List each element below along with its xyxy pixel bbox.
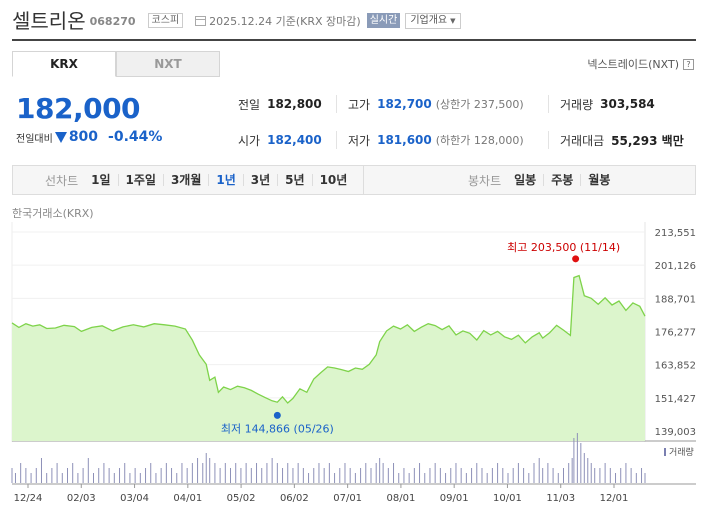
company-overview-button[interactable]: 기업개요 ▼: [405, 12, 461, 29]
x-tick-label: 05/02: [227, 493, 256, 504]
prev-close-value: 182,800: [267, 97, 322, 111]
price-line: [11, 274, 646, 404]
low-value: 181,600: [377, 133, 432, 147]
x-tick-label: 09/01: [440, 493, 469, 504]
y-tick-label: 188,701: [655, 294, 696, 305]
y-tick-label: 163,852: [655, 361, 696, 372]
current-price: 182,000: [16, 92, 141, 125]
open-price: 시가 182,400: [238, 122, 322, 158]
y-tick-label: 213,551: [655, 228, 696, 239]
quote-info-grid: 전일 182,800 고가 182,700 (상한가 237,500) 거래량 …: [232, 86, 694, 158]
x-tick-label: 08/01: [386, 493, 415, 504]
x-tick-label: 02/03: [67, 493, 96, 504]
nxt-link[interactable]: 넥스트레이드(NXT) ?: [587, 56, 694, 72]
open-value: 182,400: [267, 133, 322, 147]
divider: [336, 95, 337, 113]
high-annotation: 최고 203,500 (11/14): [507, 241, 620, 254]
period-1d[interactable]: 1일: [91, 173, 111, 187]
line-chart-periods: 선차트 1일 1주일 3개월 1년 3년 5년 10년: [13, 166, 363, 194]
period-3y[interactable]: 3년: [242, 174, 277, 186]
volume-value: 303,584: [600, 97, 655, 111]
help-icon[interactable]: ?: [683, 58, 694, 70]
line-chart-label: 선차트: [45, 173, 79, 188]
market-badge: 코스피: [147, 13, 184, 28]
high-price: 고가 182,700 (상한가 237,500): [348, 86, 524, 122]
x-tick-label: 06/02: [280, 493, 309, 504]
prev-close: 전일 182,800: [238, 86, 322, 122]
price-chart[interactable]: 213,551 201,126 188,701 176,277 163,852 151,4…: [0, 222, 708, 513]
divider: [548, 131, 549, 149]
x-tick-label: 04/01: [173, 493, 202, 504]
exchange-tabs: KRX NXT: [12, 51, 220, 77]
x-tick-label: 03/04: [120, 493, 149, 504]
period-10y[interactable]: 10년: [311, 174, 355, 186]
company-name: 셀트리온: [12, 8, 86, 33]
period-1w[interactable]: 1주일: [117, 174, 163, 186]
down-arrow-icon: [54, 131, 67, 143]
upper-limit: (상한가 237,500): [435, 98, 524, 111]
x-tick-label: 12/24: [14, 493, 43, 504]
company-overview-label: 기업개요: [410, 14, 448, 26]
x-tick-label: 12/01: [600, 493, 629, 504]
volume-bars: [11, 433, 646, 483]
quote-date: 2025.12.24 기준(KRX 장마감): [209, 14, 361, 28]
change-value: 800: [68, 129, 99, 145]
exchange-label: 한국거래소(KRX): [12, 207, 94, 220]
stock-header: 셀트리온 068270 코스피 2025.12.24 기준(KRX 장마감) 실…: [12, 6, 696, 33]
period-1y[interactable]: 1년: [208, 174, 242, 186]
change-percent: -0.44%: [108, 129, 163, 145]
price-area: [12, 275, 645, 441]
tab-nxt[interactable]: NXT: [116, 51, 220, 77]
low-annotation: 최저 144,866 (05/26): [221, 422, 334, 435]
period-selector-bar: 선차트 1일 1주일 3개월 1년 3년 5년 10년 봉차트 일봉 주봉 월봉: [12, 165, 696, 195]
trade-value-amount: 55,293 백만: [611, 133, 684, 148]
candle-chart-label: 봉차트: [468, 173, 502, 188]
stock-code: 068270: [89, 15, 136, 28]
x-axis-ticks: 12/24 02/03 03/04 04/01 05/02 06/02 07/01 08/01…: [14, 484, 629, 504]
high-value: 182,700: [377, 97, 432, 111]
prev-close-label: 전일: [238, 97, 261, 112]
divider: [548, 95, 549, 113]
candle-chart-periods: 봉차트 일봉 주봉 월봉: [363, 166, 695, 194]
y-tick-label: 139,003: [655, 427, 696, 438]
header-divider: [12, 39, 696, 41]
trade-value: 거래대금 55,293 백만: [560, 122, 684, 158]
x-tick-label: 10/01: [493, 493, 522, 504]
tab-krx[interactable]: KRX: [12, 51, 116, 77]
y-tick-label: 151,427: [655, 394, 696, 405]
period-5y[interactable]: 5년: [277, 174, 311, 186]
change-label: 전일대비: [16, 133, 53, 145]
period-3m[interactable]: 3개월: [162, 174, 208, 186]
price-change: 전일대비 800 -0.44%: [16, 129, 162, 145]
realtime-badge[interactable]: 실시간: [366, 13, 401, 28]
x-tick-label: 11/03: [546, 493, 575, 504]
trade-value-label: 거래대금: [560, 133, 605, 148]
high-label: 고가: [348, 97, 371, 112]
high-marker: [572, 255, 580, 263]
open-label: 시가: [238, 133, 261, 148]
volume-legend-swatch: [664, 448, 666, 456]
low-price: 저가 181,600 (하한가 128,000): [348, 122, 524, 158]
volume: 거래량 303,584: [560, 86, 655, 122]
volume-label: 거래량: [560, 97, 594, 112]
nxt-link-label: 넥스트레이드(NXT): [587, 58, 679, 71]
candle-weekly[interactable]: 주봉: [543, 174, 580, 186]
volume-legend-label: 거래량: [669, 446, 694, 458]
candle-daily[interactable]: 일봉: [514, 173, 537, 187]
y-tick-label: 176,277: [655, 328, 696, 339]
x-tick-label: 07/01: [333, 493, 362, 504]
chevron-down-icon: ▼: [450, 16, 456, 25]
calendar-icon: [195, 15, 207, 26]
low-label: 저가: [348, 133, 371, 148]
y-tick-label: 201,126: [655, 261, 696, 272]
divider: [336, 131, 337, 149]
candle-monthly[interactable]: 월봉: [580, 174, 617, 186]
low-marker: [273, 411, 281, 419]
y-axis-ticks: 213,551 201,126 188,701 176,277 163,852 151,4…: [655, 228, 696, 438]
lower-limit: (하한가 128,000): [435, 134, 524, 147]
